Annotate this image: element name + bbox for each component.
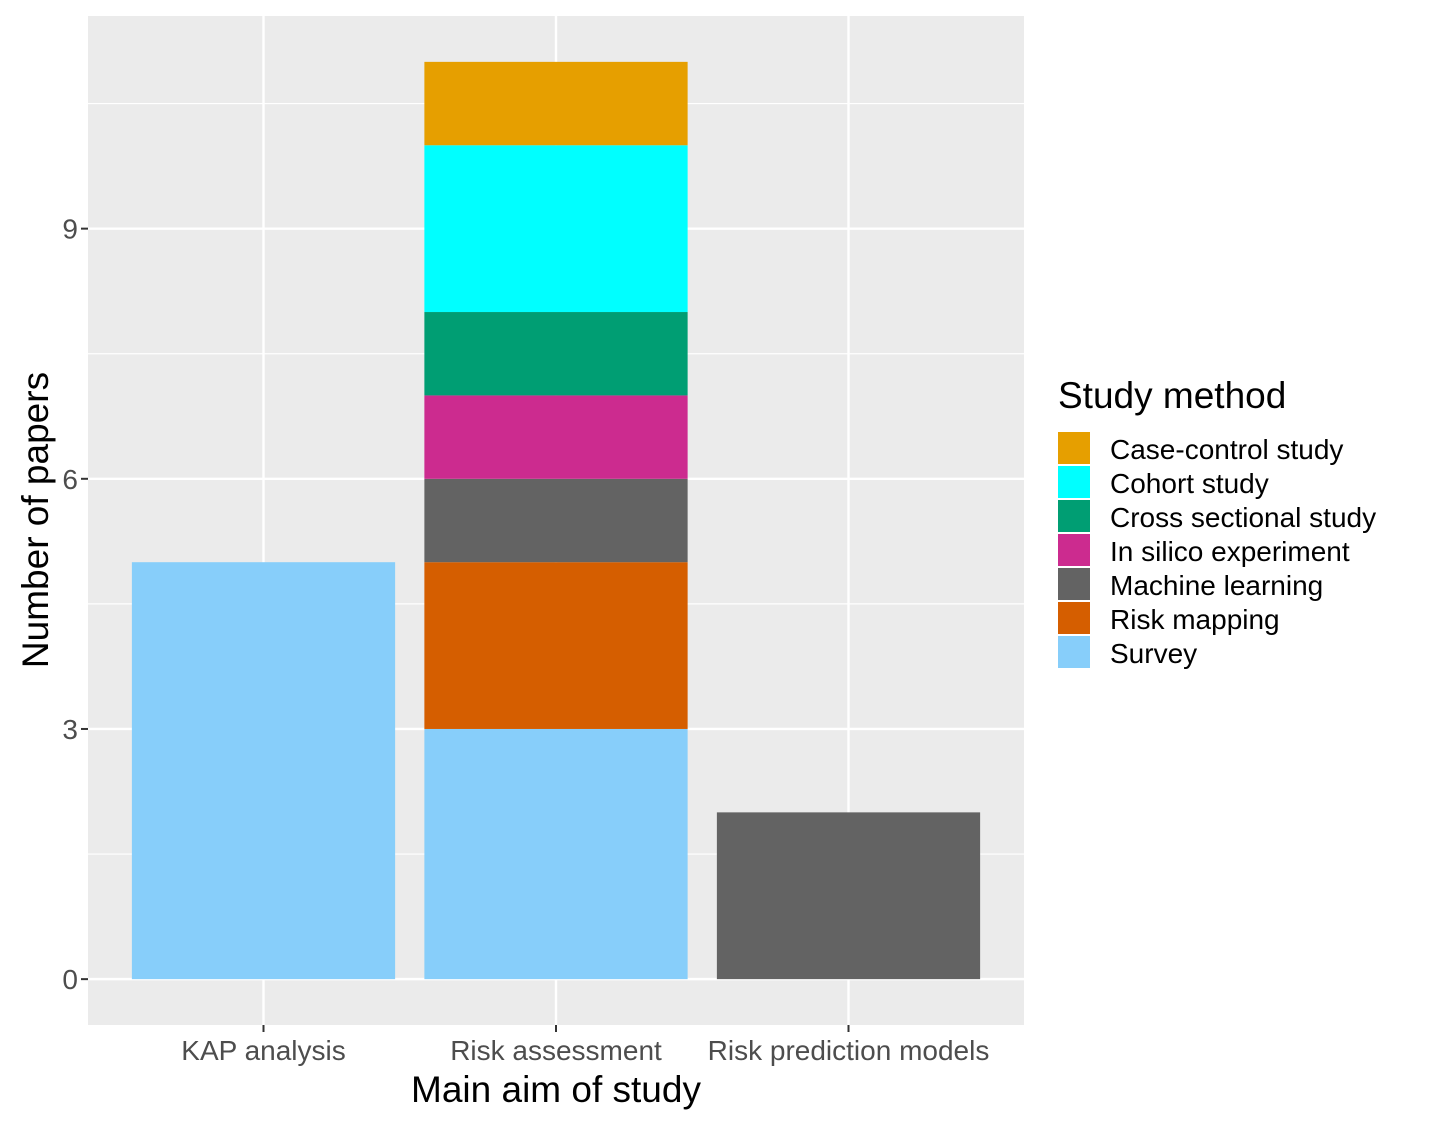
legend-key bbox=[1058, 636, 1090, 668]
bar-segment bbox=[424, 562, 688, 729]
bar-segment bbox=[424, 145, 688, 313]
x-tick-label: Risk assessment bbox=[450, 1035, 662, 1066]
y-tick-label: 6 bbox=[62, 464, 78, 495]
y-tick-label: 3 bbox=[62, 714, 78, 745]
y-tick-label: 0 bbox=[62, 964, 78, 995]
bar-segment bbox=[424, 312, 688, 396]
legend-key bbox=[1058, 602, 1090, 634]
legend-key bbox=[1058, 432, 1090, 464]
legend-key bbox=[1058, 534, 1090, 566]
y-axis: 0 3 6 9 bbox=[62, 214, 88, 995]
legend-label: Cross sectional study bbox=[1110, 502, 1376, 533]
legend-label: In silico experiment bbox=[1110, 536, 1350, 567]
bar-segment bbox=[716, 812, 981, 980]
legend-key bbox=[1058, 466, 1090, 498]
legend-label: Survey bbox=[1110, 638, 1197, 669]
bar-segment bbox=[424, 395, 688, 479]
y-tick-label: 9 bbox=[62, 214, 78, 245]
x-axis-title: Main aim of study bbox=[411, 1069, 701, 1110]
legend-label: Risk mapping bbox=[1110, 604, 1280, 635]
x-tick-label: Risk prediction models bbox=[708, 1035, 990, 1066]
legend-key bbox=[1058, 500, 1090, 532]
legend-label: Case-control study bbox=[1110, 434, 1343, 465]
bar-segment bbox=[424, 478, 688, 563]
bar-segment bbox=[424, 728, 688, 980]
bar-segment bbox=[424, 61, 688, 146]
legend-key bbox=[1058, 568, 1090, 600]
legend-title: Study method bbox=[1058, 375, 1286, 416]
bar-segment bbox=[131, 562, 396, 980]
y-axis-title: Number of papers bbox=[15, 372, 56, 668]
x-axis: KAP analysis Risk assessment Risk predicti… bbox=[181, 1025, 989, 1066]
x-tick-label: KAP analysis bbox=[181, 1035, 345, 1066]
legend-label: Cohort study bbox=[1110, 468, 1269, 499]
legend-label: Machine learning bbox=[1110, 570, 1323, 601]
bars bbox=[131, 61, 981, 980]
